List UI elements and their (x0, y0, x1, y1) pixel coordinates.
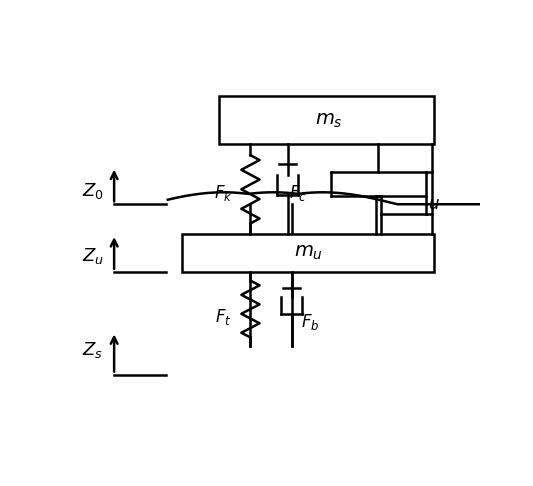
Bar (182, 234, 434, 272)
Text: $F_k$: $F_k$ (214, 183, 233, 203)
Text: $F_b$: $F_b$ (301, 312, 320, 332)
Text: $u$: $u$ (429, 195, 440, 213)
Text: $F_t$: $F_t$ (215, 307, 232, 327)
Text: $Z_0$: $Z_0$ (82, 181, 104, 201)
Text: $Z_u$: $Z_u$ (82, 246, 104, 266)
Bar (220, 96, 434, 144)
Text: $m_s$: $m_s$ (315, 111, 343, 130)
Text: $m_u$: $m_u$ (294, 243, 323, 262)
Text: $Z_s$: $Z_s$ (82, 340, 103, 360)
Text: $F_c$: $F_c$ (289, 183, 307, 203)
